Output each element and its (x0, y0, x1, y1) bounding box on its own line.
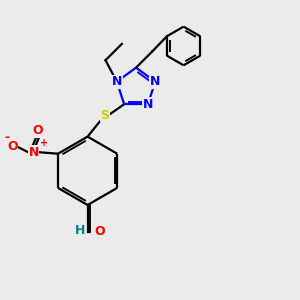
Text: N: N (150, 75, 160, 88)
Text: N: N (143, 98, 153, 111)
Text: S: S (100, 109, 109, 122)
Text: O: O (95, 225, 105, 238)
Text: O: O (7, 140, 17, 153)
Text: H: H (75, 224, 85, 237)
Text: +: + (40, 138, 48, 148)
Text: -: - (4, 131, 9, 144)
Text: O: O (33, 124, 44, 137)
Text: N: N (28, 146, 39, 159)
Text: N: N (112, 75, 122, 88)
